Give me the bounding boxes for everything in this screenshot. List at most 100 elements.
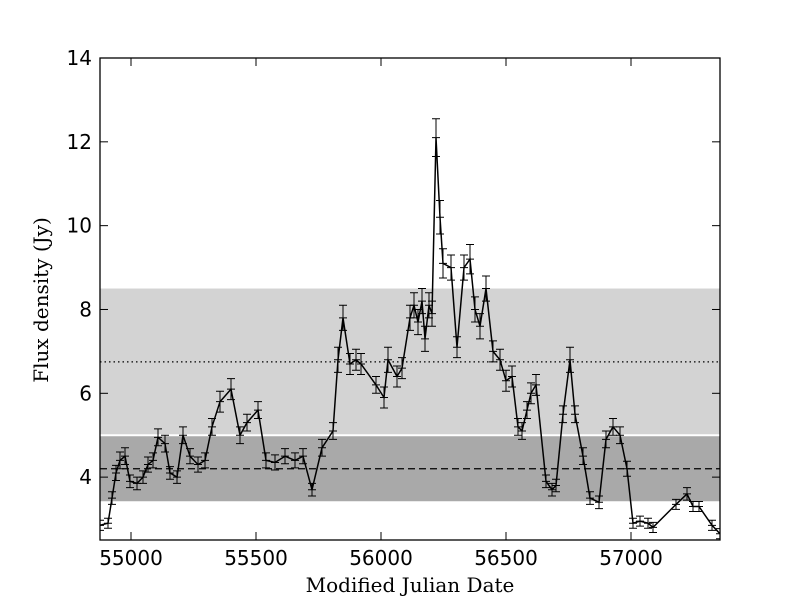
- y-tick-label: 6: [79, 381, 92, 405]
- error-bar: [384, 346, 392, 373]
- error-bar: [428, 300, 436, 327]
- error-bar: [116, 451, 124, 470]
- error-bar: [173, 470, 181, 484]
- plot-frame: [99, 57, 721, 541]
- error-bar: [410, 292, 418, 319]
- error-bar: [466, 244, 474, 275]
- error-bar: [236, 426, 244, 445]
- error-bar: [357, 352, 365, 375]
- y-tick-label: 8: [79, 297, 92, 321]
- error-bar: [161, 434, 169, 453]
- error-bar: [683, 487, 691, 501]
- error-bar: [708, 519, 716, 531]
- line: [100, 137, 720, 535]
- x-tick-label: 56000: [349, 546, 413, 570]
- error-bar: [502, 369, 510, 392]
- error-bar: [216, 390, 224, 413]
- error-bar: [672, 498, 680, 510]
- y-tick-label: 4: [79, 465, 92, 489]
- error-bar: [144, 456, 152, 473]
- error-bar: [496, 348, 504, 371]
- error-bar: [186, 448, 194, 465]
- error-bar: [436, 200, 444, 235]
- error-bar: [514, 417, 522, 436]
- error-bar: [346, 352, 354, 375]
- error-bar: [271, 454, 279, 471]
- error-bar: [579, 447, 587, 466]
- error-bar: [595, 495, 603, 510]
- error-bar: [126, 474, 134, 489]
- error-bar: [542, 474, 550, 489]
- error-bar: [133, 476, 141, 491]
- error-bar: [418, 288, 426, 315]
- error-bar: [291, 452, 299, 469]
- error-bar: [414, 308, 422, 336]
- error-bar: [104, 517, 112, 529]
- error-bar: [194, 456, 202, 473]
- x-axis-label: Modified Julian Date: [306, 573, 515, 597]
- error-bar: [489, 340, 497, 363]
- error-bar: [518, 422, 526, 440]
- error-bar: [471, 296, 479, 323]
- y-tick-label: 12: [67, 130, 92, 154]
- y-axis-label: Flux density (Jy): [29, 217, 53, 383]
- error-bar: [548, 482, 556, 497]
- error-bar: [179, 426, 187, 445]
- error-bar: [602, 430, 610, 449]
- error-bar: [447, 254, 455, 281]
- error-bar: [329, 422, 337, 440]
- x-tick-label: 55500: [224, 546, 288, 570]
- error-bar: [112, 464, 120, 481]
- error-bar: [482, 275, 490, 302]
- error-bar: [254, 401, 262, 419]
- y-tick-label: 14: [67, 46, 92, 70]
- error-bar: [623, 460, 631, 477]
- error-bar: [460, 254, 468, 281]
- error-bar: [552, 478, 560, 493]
- error-bar: [559, 405, 567, 424]
- error-bar: [571, 405, 579, 424]
- x-tick-label: 56500: [474, 546, 538, 570]
- error-bar: [508, 365, 516, 388]
- error-bar: [629, 517, 637, 529]
- error-bar: [318, 438, 326, 457]
- x-tick-label: 57000: [599, 546, 663, 570]
- error-bar: [425, 292, 433, 319]
- error-bar: [121, 447, 129, 466]
- error-bar: [139, 470, 147, 484]
- error-bar: [453, 336, 461, 359]
- error-bar: [334, 346, 342, 373]
- error-bar: [393, 365, 401, 388]
- error-bar: [380, 386, 388, 409]
- error-bar: [208, 417, 216, 436]
- error-bar: [421, 325, 429, 352]
- error-bar: [523, 401, 531, 419]
- error-bar: [566, 346, 574, 373]
- error-bar: [352, 348, 360, 371]
- error-bar: [616, 426, 624, 445]
- y-tick-label: 10: [67, 214, 92, 238]
- error-bar: [201, 452, 209, 469]
- error-bar: [476, 313, 484, 340]
- error-bar: [149, 452, 157, 469]
- error-bar: [339, 304, 347, 331]
- x-tick-label: 55000: [99, 546, 163, 570]
- error-bar: [372, 376, 380, 394]
- error-bar: [636, 515, 644, 527]
- error-bar: [609, 417, 617, 436]
- error-bar: [243, 413, 251, 432]
- error-bar: [432, 118, 440, 157]
- error-bar: [227, 378, 235, 401]
- error-bar: [527, 382, 535, 405]
- error-bar: [262, 452, 270, 469]
- error-bar: [689, 500, 697, 512]
- error-bar: [532, 373, 540, 396]
- error-bar: [166, 466, 174, 480]
- error-bar: [299, 448, 307, 465]
- error-bar: [439, 248, 447, 279]
- error-bar: [108, 491, 116, 505]
- error-bar: [649, 521, 657, 533]
- error-bar: [281, 448, 289, 465]
